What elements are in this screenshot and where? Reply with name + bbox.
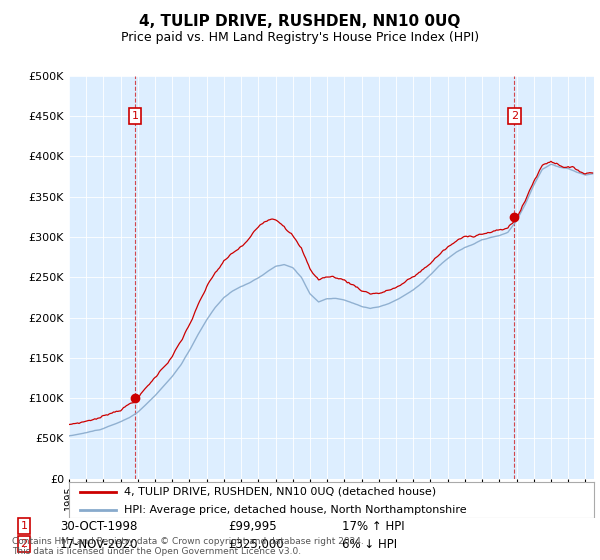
- Text: 1: 1: [20, 521, 28, 531]
- Text: 4, TULIP DRIVE, RUSHDEN, NN10 0UQ (detached house): 4, TULIP DRIVE, RUSHDEN, NN10 0UQ (detac…: [124, 487, 436, 497]
- Text: £325,000: £325,000: [228, 538, 284, 550]
- Text: 17-NOV-2020: 17-NOV-2020: [60, 538, 139, 550]
- Text: £99,995: £99,995: [228, 520, 277, 533]
- Text: 6% ↓ HPI: 6% ↓ HPI: [342, 538, 397, 550]
- Text: 4, TULIP DRIVE, RUSHDEN, NN10 0UQ: 4, TULIP DRIVE, RUSHDEN, NN10 0UQ: [139, 14, 461, 29]
- Text: 30-OCT-1998: 30-OCT-1998: [60, 520, 137, 533]
- Text: HPI: Average price, detached house, North Northamptonshire: HPI: Average price, detached house, Nort…: [124, 505, 467, 515]
- Text: 1: 1: [131, 111, 139, 121]
- Text: 2: 2: [20, 539, 28, 549]
- Text: 2: 2: [511, 111, 518, 121]
- Text: 17% ↑ HPI: 17% ↑ HPI: [342, 520, 404, 533]
- Text: Price paid vs. HM Land Registry's House Price Index (HPI): Price paid vs. HM Land Registry's House …: [121, 31, 479, 44]
- Text: Contains HM Land Registry data © Crown copyright and database right 2024.
This d: Contains HM Land Registry data © Crown c…: [12, 536, 364, 556]
